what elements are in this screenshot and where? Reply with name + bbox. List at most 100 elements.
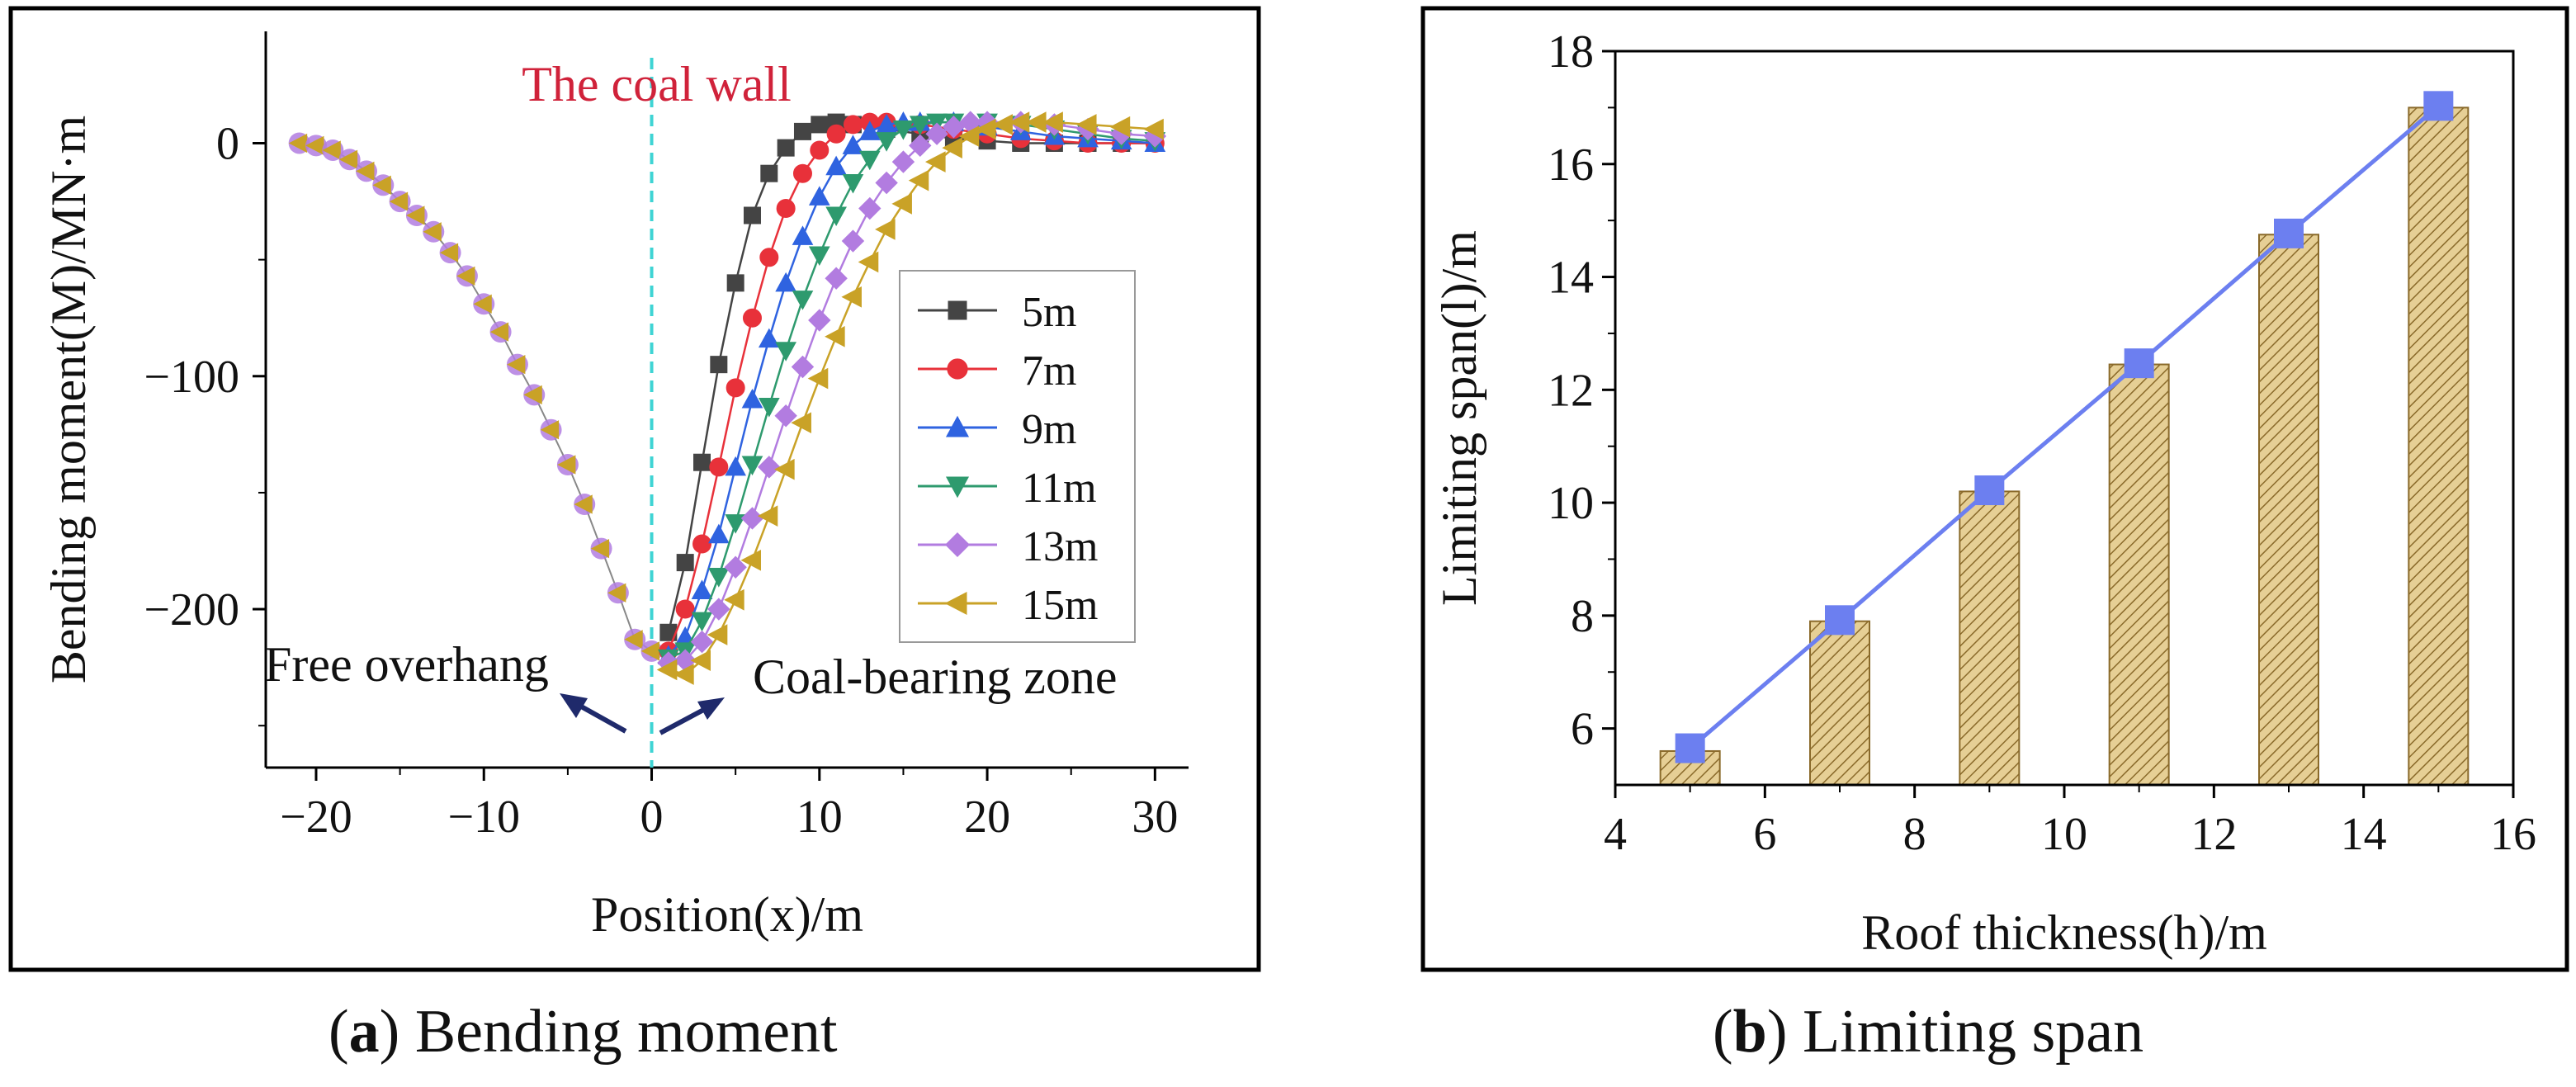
data-point	[807, 367, 829, 390]
data-point	[775, 272, 796, 292]
y-tick-label: 12	[1548, 365, 1594, 416]
data-point	[758, 456, 781, 479]
overhang-marker	[456, 266, 475, 286]
data-point	[808, 246, 830, 267]
data-point	[707, 523, 730, 544]
y-tick-label: −100	[144, 352, 239, 403]
caption-a-letter: a	[348, 998, 380, 1066]
y-tick-label: 18	[1548, 26, 1594, 78]
data-point	[675, 599, 695, 619]
data-point	[825, 206, 847, 227]
legend-marker	[948, 300, 967, 320]
data-point	[1825, 605, 1855, 636]
overhang-marker	[557, 455, 576, 475]
data-point	[791, 412, 811, 434]
data-point	[992, 114, 1013, 135]
caption-a-text: Bending moment	[399, 998, 838, 1066]
y-tick-label: 6	[1571, 704, 1594, 755]
data-point	[925, 122, 948, 145]
overhang-marker	[389, 191, 409, 211]
data-point	[724, 555, 747, 579]
caption-b: (b) Limiting span	[1713, 998, 2144, 1066]
legend-marker	[944, 591, 967, 616]
data-point	[975, 118, 996, 140]
data-point	[842, 173, 864, 194]
legend-box	[899, 270, 1136, 643]
data-point	[891, 150, 915, 173]
caption-a: (a) Bending moment	[328, 998, 838, 1066]
data-point	[690, 650, 711, 671]
x-tick-label: 16	[2490, 809, 2536, 860]
data-point	[808, 309, 831, 332]
overhang-marker	[372, 175, 391, 195]
data-point	[710, 356, 728, 374]
x-axis-label: Position(x)/m	[591, 887, 863, 942]
overhang-marker	[540, 420, 560, 440]
x-tick-label: 10	[796, 792, 843, 843]
data-point	[740, 507, 764, 530]
data-point	[741, 456, 763, 476]
y-tick-label: 0	[216, 118, 239, 169]
data-point	[858, 251, 879, 273]
data-point	[709, 457, 729, 477]
data-point	[876, 132, 897, 152]
y-axis-label: Limiting span(l)/m	[1432, 230, 1487, 606]
bending-moment-chart: −20 −10 0 10 20 300−100−200Position(x)/mBendi…	[8, 6, 1261, 972]
x-tick-label: 14	[2341, 809, 2387, 860]
bar	[2108, 363, 2170, 786]
data-point	[707, 598, 730, 621]
data-point	[826, 124, 846, 144]
x-tick-label: 10	[2041, 809, 2087, 860]
bar	[1959, 490, 2021, 787]
data-point	[908, 169, 929, 191]
overhang-marker	[624, 630, 643, 650]
data-point	[776, 199, 796, 219]
coal-wall-label: The coal wall	[522, 57, 792, 111]
data-point	[942, 137, 962, 158]
data-point	[843, 115, 863, 135]
right-arrow-head	[697, 697, 725, 720]
data-point	[909, 116, 931, 135]
data-point	[725, 514, 747, 534]
data-point	[656, 659, 678, 681]
legend-label: 9m	[1022, 406, 1076, 453]
overhang-marker	[322, 140, 341, 160]
data-point	[909, 134, 932, 158]
x-tick-label: 0	[640, 792, 664, 843]
data-point	[741, 388, 763, 409]
data-point	[958, 125, 980, 147]
data-point	[875, 171, 898, 195]
legend-marker	[947, 358, 968, 380]
figure-b-frame	[1420, 6, 2569, 972]
x-tick-label: 4	[1604, 809, 1627, 860]
data-point	[775, 342, 796, 362]
legend-label: 5m	[1022, 289, 1076, 336]
legend-label: 11m	[1022, 465, 1097, 512]
data-point	[792, 291, 814, 310]
data-point	[1675, 733, 1705, 763]
data-point	[777, 139, 795, 157]
x-tick-label: 30	[1132, 792, 1178, 843]
overhang-marker	[338, 149, 358, 169]
data-point	[2124, 348, 2154, 379]
y-tick-label: 10	[1548, 478, 1594, 529]
data-point	[792, 225, 814, 245]
overhang-marker	[356, 161, 375, 181]
x-tick-label: 12	[2191, 809, 2237, 860]
data-point	[925, 151, 946, 173]
legend-label: 13m	[1022, 523, 1098, 570]
bar	[1809, 620, 1870, 787]
data-point	[825, 155, 847, 176]
trend-line	[1689, 104, 2440, 750]
series-line	[667, 121, 1156, 652]
overhang-marker	[489, 322, 509, 342]
data-point	[725, 456, 747, 476]
data-point	[842, 135, 864, 154]
data-point	[742, 308, 762, 328]
data-point	[2274, 218, 2304, 248]
overhang-marker	[523, 385, 542, 404]
data-point	[758, 397, 780, 418]
x-tick-label: −10	[447, 792, 520, 843]
data-point	[793, 122, 811, 140]
legend-marker	[944, 532, 971, 558]
